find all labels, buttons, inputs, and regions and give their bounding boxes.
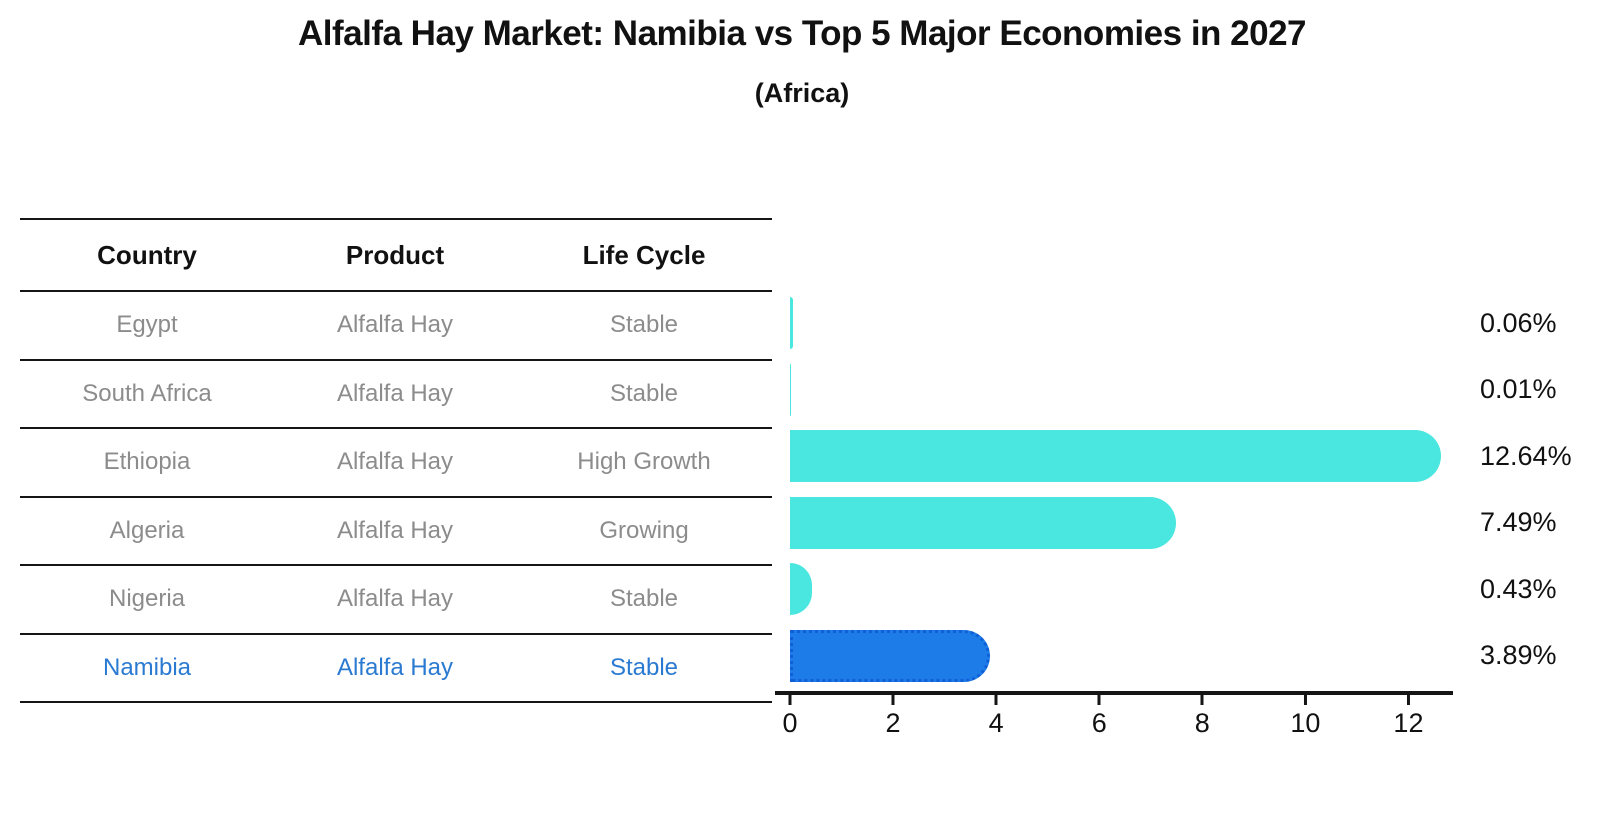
cell-country: Algeria bbox=[109, 516, 185, 544]
x-tick-label: 8 bbox=[1194, 708, 1210, 738]
cell-product: Alfalfa Hay bbox=[336, 653, 454, 681]
table-row: Ethiopia Alfalfa Hay High Growth bbox=[20, 429, 772, 498]
x-axis-line bbox=[775, 691, 1453, 695]
value-label: 0.06% bbox=[1480, 307, 1557, 338]
table-header-product: Product bbox=[345, 239, 445, 270]
bar-row bbox=[790, 556, 1460, 623]
bar-south-africa bbox=[790, 363, 791, 416]
bar-egypt bbox=[790, 297, 794, 350]
x-tick-mark bbox=[1200, 695, 1204, 705]
table-header-country: Country bbox=[97, 239, 197, 270]
table-row: Egypt Alfalfa Hay Stable bbox=[20, 292, 772, 361]
x-tick: 6 bbox=[1092, 695, 1107, 739]
cell-country: Nigeria bbox=[108, 585, 186, 613]
x-tick-label: 4 bbox=[988, 708, 1004, 738]
bar-nigeria bbox=[790, 563, 813, 616]
table-header-life-cycle: Life Cycle bbox=[582, 239, 706, 270]
cell-product: Alfalfa Hay bbox=[336, 379, 454, 407]
x-axis-ticks: 0 2 4 6 8 10 12 bbox=[782, 695, 1460, 745]
table-header-row: Country Product Life Cycle bbox=[20, 220, 772, 292]
x-tick-label: 2 bbox=[885, 708, 901, 738]
table-row: Algeria Alfalfa Hay Growing bbox=[20, 498, 772, 566]
cell-product: Alfalfa Hay bbox=[336, 448, 454, 476]
bar-row bbox=[790, 357, 1460, 424]
x-tick: 12 bbox=[1393, 695, 1423, 739]
cell-product: Alfalfa Hay bbox=[336, 516, 454, 544]
value-label: 7.49% bbox=[1480, 507, 1557, 538]
cell-life-cycle: Stable bbox=[609, 585, 679, 613]
x-tick: 8 bbox=[1195, 695, 1210, 739]
table-row: South Africa Alfalfa Hay Stable bbox=[20, 361, 772, 429]
x-tick: 10 bbox=[1290, 695, 1320, 739]
value-label: 0.01% bbox=[1480, 374, 1557, 405]
bar-row bbox=[790, 423, 1460, 490]
value-label: 12.64% bbox=[1480, 440, 1572, 471]
x-tick-mark bbox=[891, 695, 895, 705]
cell-product: Alfalfa Hay bbox=[336, 311, 454, 339]
cell-life-cycle: Stable bbox=[609, 379, 679, 407]
cell-life-cycle: Stable bbox=[609, 653, 679, 681]
x-tick-label: 6 bbox=[1091, 708, 1107, 738]
x-tick-label: 10 bbox=[1290, 708, 1321, 738]
cell-country: Egypt bbox=[116, 311, 178, 339]
x-tick: 2 bbox=[886, 695, 901, 739]
table-row: Nigeria Alfalfa Hay Stable bbox=[20, 566, 772, 635]
x-tick-mark bbox=[1097, 695, 1101, 705]
cell-life-cycle: High Growth bbox=[577, 448, 711, 476]
x-tick-mark bbox=[1406, 695, 1410, 705]
value-label: 3.89% bbox=[1480, 640, 1557, 671]
value-labels-column: 0.06% 0.01% 12.64% 7.49% 0.43% 3.89% bbox=[1480, 290, 1600, 689]
value-label: 0.43% bbox=[1480, 573, 1557, 604]
x-tick-mark bbox=[788, 695, 792, 705]
table-row-namibia: Namibia Alfalfa Hay Stable bbox=[20, 635, 772, 703]
bar-algeria bbox=[790, 496, 1177, 549]
cell-life-cycle: Stable bbox=[609, 311, 679, 339]
x-tick-mark bbox=[994, 695, 998, 705]
bar-row bbox=[790, 490, 1460, 557]
x-tick-label: 12 bbox=[1393, 708, 1424, 738]
cell-country: South Africa bbox=[82, 379, 212, 407]
cell-country: Namibia bbox=[102, 653, 192, 681]
bar-namibia-highlighted bbox=[790, 629, 991, 682]
x-tick-mark bbox=[1303, 695, 1307, 705]
cell-life-cycle: Growing bbox=[599, 516, 689, 544]
bar-ethiopia bbox=[790, 430, 1442, 483]
x-tick-label: 0 bbox=[782, 708, 798, 738]
chart-subtitle: (Africa) bbox=[754, 78, 850, 108]
country-table: Country Product Life Cycle Egypt Alfalfa… bbox=[20, 218, 772, 703]
cell-country: Ethiopia bbox=[103, 448, 191, 476]
cell-product: Alfalfa Hay bbox=[336, 585, 454, 613]
bar-plot-area bbox=[790, 290, 1460, 689]
x-tick: 4 bbox=[989, 695, 1004, 739]
x-tick: 0 bbox=[782, 695, 798, 739]
bar-row bbox=[790, 290, 1460, 357]
bar-row bbox=[790, 623, 1460, 690]
chart-title: Alfalfa Hay Market: Namibia vs Top 5 Maj… bbox=[297, 14, 1307, 53]
